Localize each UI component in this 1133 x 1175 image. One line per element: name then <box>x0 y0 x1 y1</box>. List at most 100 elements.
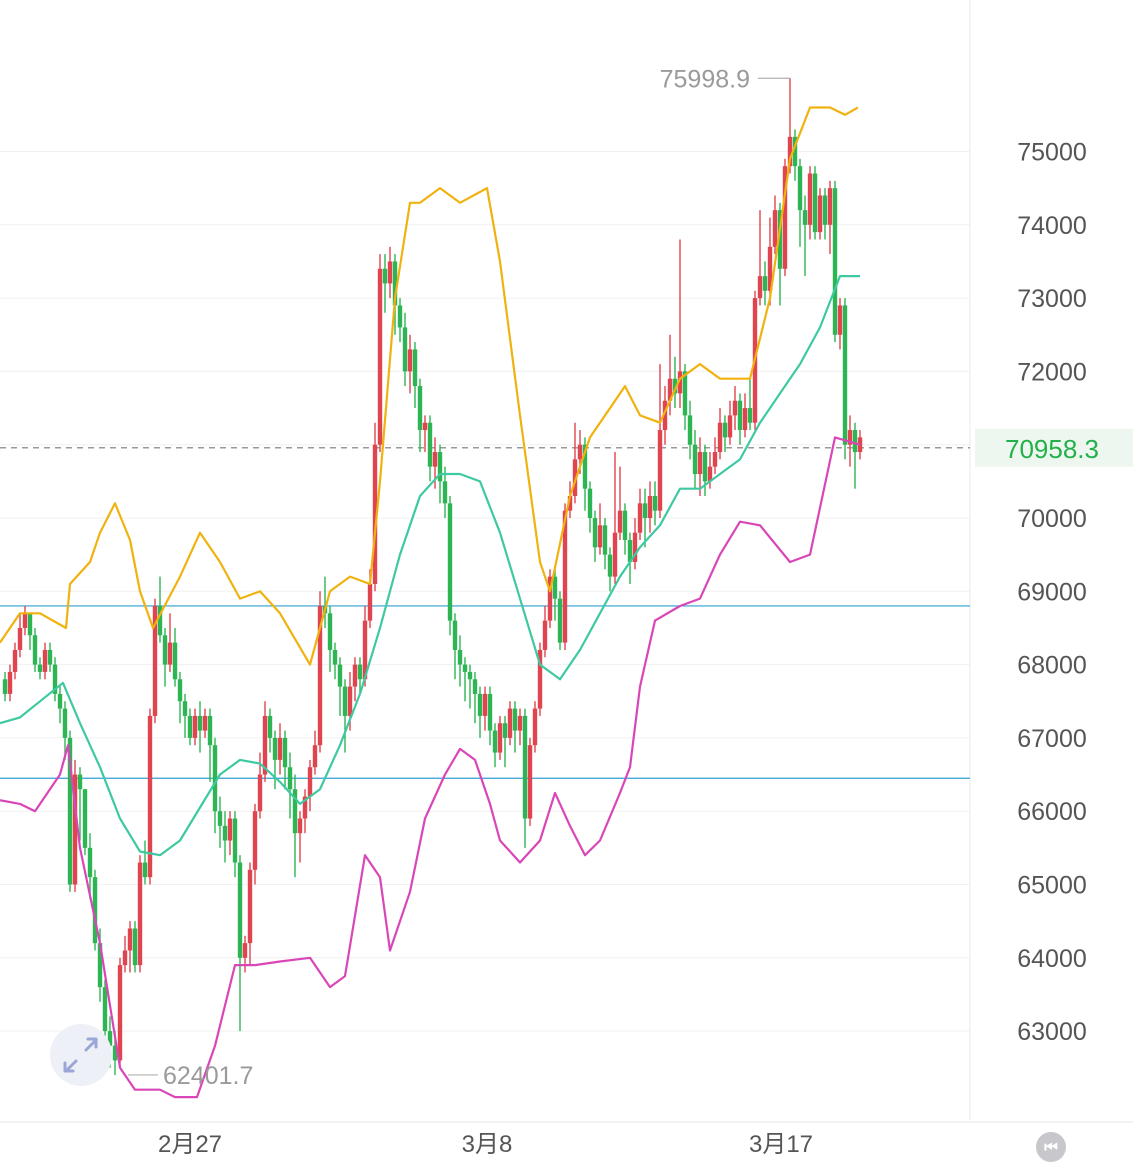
candle-body <box>577 444 583 460</box>
candle-body <box>237 862 243 958</box>
candle <box>802 195 808 277</box>
candle-body <box>337 664 343 687</box>
candle-body <box>457 649 463 665</box>
reset-view-button[interactable]: ⏮ <box>1036 1132 1066 1162</box>
candle-body <box>327 613 333 650</box>
candle <box>562 503 568 650</box>
candle-body <box>57 693 63 709</box>
candle <box>407 334 413 394</box>
candle-body <box>397 305 403 328</box>
candle <box>117 957 123 1068</box>
candle <box>147 708 153 885</box>
x-tick-label: 2月27 <box>158 1131 222 1158</box>
candle-body <box>407 349 413 372</box>
candle <box>217 796 223 848</box>
expand-button[interactable] <box>50 1024 112 1086</box>
candle <box>12 642 18 680</box>
candle-body <box>137 862 143 966</box>
candle <box>647 481 653 533</box>
candle-body <box>727 415 733 438</box>
expand-icon <box>63 1037 98 1073</box>
candle-body <box>817 195 823 233</box>
lower-band-line <box>0 436 861 1099</box>
candle-body <box>497 723 503 753</box>
candle <box>357 657 363 694</box>
candle-body <box>682 371 688 416</box>
candle <box>352 657 358 702</box>
candle-body <box>132 928 138 966</box>
candle <box>442 466 448 518</box>
candles <box>2 78 863 1076</box>
candle-body <box>747 408 753 423</box>
candle-body <box>97 943 103 988</box>
candle <box>502 715 508 768</box>
candle <box>47 642 53 672</box>
candle <box>157 576 163 643</box>
candle <box>737 393 743 445</box>
candle <box>247 862 253 966</box>
candle-body <box>87 847 93 878</box>
candle <box>642 488 648 548</box>
y-tick-label: 75000 <box>1017 139 1087 167</box>
candle-body <box>107 1031 113 1046</box>
candle-body <box>312 745 318 768</box>
candle-body <box>277 737 283 760</box>
candle-body <box>672 378 678 394</box>
y-tick-label: 73000 <box>1017 285 1087 313</box>
candle <box>597 503 603 555</box>
candle <box>187 708 193 746</box>
candle-body <box>182 701 188 716</box>
candle <box>652 481 658 526</box>
candle <box>2 671 8 702</box>
candle-body <box>692 444 698 475</box>
candle <box>837 298 843 350</box>
candle-body <box>627 539 633 562</box>
candle-body <box>742 408 748 431</box>
candle <box>122 935 128 973</box>
candle <box>537 642 543 716</box>
candle <box>717 408 723 460</box>
candle-body <box>502 723 508 738</box>
moving-average-line <box>0 275 860 857</box>
candle-body <box>222 825 228 841</box>
y-tick-label: 74000 <box>1017 212 1087 240</box>
current-price-badge <box>975 428 1133 467</box>
candle-body <box>592 518 598 548</box>
candle <box>237 855 243 1032</box>
candle-body <box>507 708 513 738</box>
candle <box>332 642 338 680</box>
candle-body <box>602 525 608 555</box>
candle-body <box>332 649 338 665</box>
candle-body <box>572 459 578 497</box>
candle-body <box>712 452 718 467</box>
candle-body <box>77 774 83 790</box>
current-price-label: 70958.3 <box>1005 434 1099 464</box>
y-tick-label: 70000 <box>1017 505 1087 533</box>
x-tick-label: 3月17 <box>749 1131 813 1158</box>
candle-body <box>232 818 238 863</box>
candle <box>777 202 783 306</box>
candle <box>82 789 88 856</box>
candle <box>192 708 198 746</box>
candle-body <box>777 210 783 269</box>
candle <box>547 569 553 628</box>
candle <box>182 693 188 738</box>
candle <box>27 613 33 650</box>
candle <box>337 657 343 716</box>
candle <box>137 855 143 973</box>
upper-band-line <box>0 106 859 666</box>
candle <box>632 518 638 570</box>
candle-body <box>812 173 818 233</box>
candle <box>57 686 63 724</box>
candle-body <box>767 246 773 291</box>
candle-body <box>532 708 538 746</box>
y-tick-label: 68000 <box>1017 652 1087 680</box>
candle-body <box>267 715 273 738</box>
candle-body <box>632 532 638 562</box>
candle-body <box>282 737 288 768</box>
candle <box>702 444 708 497</box>
candle-body <box>207 715 213 746</box>
candle <box>387 246 393 299</box>
